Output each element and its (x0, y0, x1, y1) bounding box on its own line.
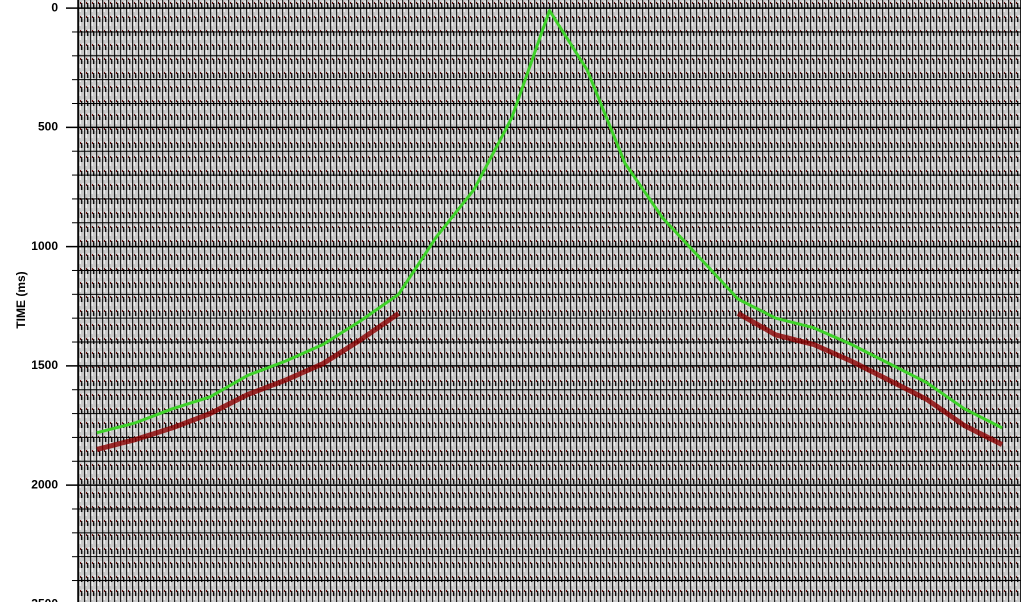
y-tick-label: 2000 (31, 477, 58, 491)
y-tick-label: 500 (38, 120, 58, 134)
seismic-traces (78, 0, 1021, 602)
chart: TIME (ms) 0 500 1000 1500 2000 2500 (0, 0, 1021, 602)
y-tick-label: 0 (51, 0, 58, 14)
y-axis-label: TIME (ms) (14, 271, 28, 328)
y-tick-label: 2500 (31, 597, 58, 602)
y-tick-label: 1500 (31, 358, 58, 372)
y-tick-label: 1000 (31, 239, 58, 253)
